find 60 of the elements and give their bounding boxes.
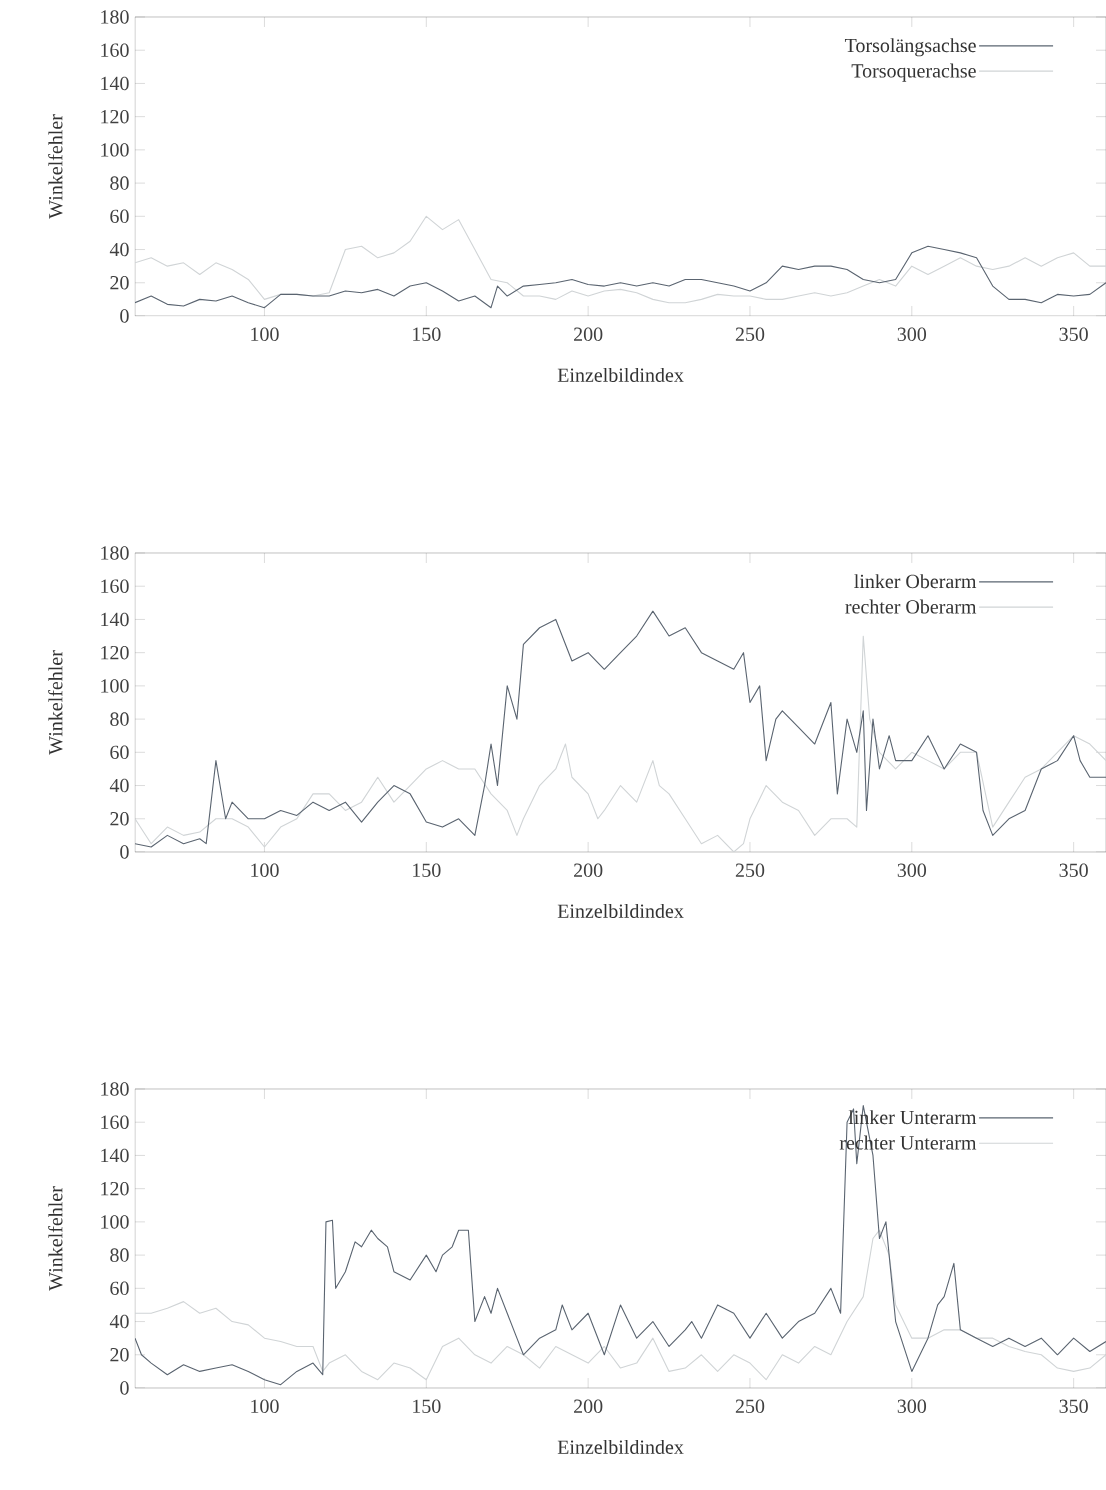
y-tick-label: 160 [101, 579, 129, 593]
y-tick-label: 120 [101, 645, 129, 660]
legend-label: Torsolängsachse [844, 38, 976, 57]
y-tick-label: 20 [110, 276, 129, 290]
x-tick-label: 150 [413, 1399, 441, 1414]
y-tick-label: 100 [101, 143, 129, 157]
x-tick-label: 250 [735, 1399, 765, 1414]
y-tick-label: 180 [101, 1082, 129, 1096]
y-tick-label: 60 [110, 745, 129, 760]
x-axis-title: Einzelbildindex [557, 1439, 684, 1454]
y-tick-label: 100 [101, 1215, 129, 1229]
x-tick-label: 350 [1059, 327, 1088, 342]
x-axis-title: Einzelbildindex [557, 903, 684, 918]
y-tick-label: 0 [120, 309, 129, 323]
x-tick-label: 300 [897, 863, 927, 878]
y-tick-label: 140 [101, 1148, 129, 1163]
y-tick-label: 100 [101, 679, 129, 693]
y-axis-title: Winkelfehler [48, 650, 63, 755]
y-tick-label: 140 [101, 612, 129, 627]
y-tick-label: 180 [101, 10, 129, 24]
y-tick-label: 120 [101, 109, 129, 124]
x-tick-label: 350 [1059, 863, 1088, 878]
y-tick-label: 180 [101, 546, 129, 560]
x-tick-label: 250 [735, 863, 765, 878]
x-tick-label: 250 [735, 327, 765, 342]
y-tick-label: 40 [109, 778, 129, 793]
y-tick-label: 140 [101, 76, 129, 91]
x-axis-title: Einzelbildindex [557, 367, 684, 382]
y-tick-label: 80 [110, 712, 129, 726]
y-axis-title: Winkelfehler [48, 1186, 63, 1291]
y-tick-label: 40 [109, 242, 129, 257]
x-tick-label: 150 [413, 327, 441, 342]
x-tick-label: 200 [574, 1399, 603, 1414]
x-tick-label: 100 [251, 1399, 279, 1414]
x-tick-label: 200 [574, 863, 603, 878]
y-tick-label: 60 [110, 209, 129, 224]
x-tick-label: 150 [413, 863, 441, 878]
y-tick-label: 160 [101, 43, 129, 57]
x-tick-label: 300 [897, 1399, 927, 1414]
legend-label: rechter Oberarm [845, 599, 977, 614]
x-tick-label: 300 [897, 327, 927, 342]
y-tick-label: 160 [101, 1115, 129, 1129]
y-tick-label: 20 [110, 1348, 129, 1362]
y-tick-label: 80 [110, 1248, 129, 1262]
line-series [135, 1229, 1106, 1381]
x-tick-label: 350 [1059, 1399, 1088, 1414]
y-axis-title: Winkelfehler [48, 114, 63, 219]
legend-label: linker Oberarm [854, 574, 977, 589]
y-tick-label: 20 [110, 812, 129, 826]
legend-label: Torsoquerachse [851, 63, 976, 82]
y-tick-label: 0 [120, 845, 129, 859]
y-tick-label: 0 [120, 1381, 129, 1395]
x-tick-label: 100 [251, 863, 279, 878]
x-tick-label: 200 [574, 327, 603, 342]
y-tick-label: 40 [109, 1314, 129, 1329]
y-tick-label: 60 [110, 1281, 129, 1296]
y-tick-label: 120 [101, 1181, 129, 1196]
y-tick-label: 80 [110, 176, 129, 190]
x-tick-label: 100 [251, 327, 279, 342]
line-series [135, 215, 1106, 304]
